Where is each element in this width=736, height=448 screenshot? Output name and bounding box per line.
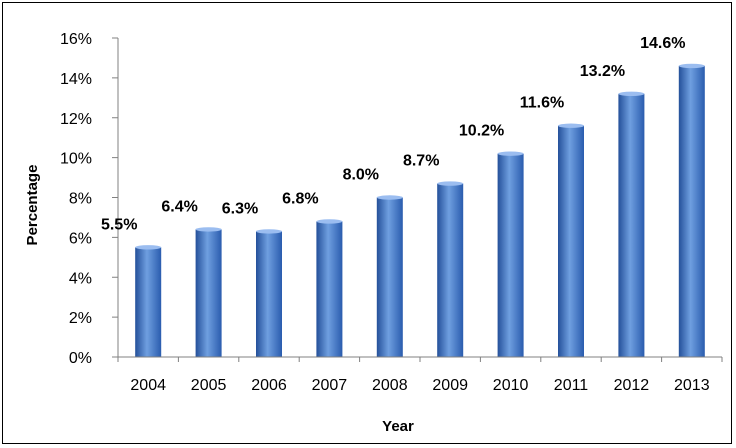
data-label: 8.0%: [343, 167, 379, 184]
data-label: 5.5%: [101, 216, 137, 233]
bar: [497, 151, 524, 357]
bar: [256, 229, 282, 357]
bar-body: [316, 221, 343, 357]
y-axis-ticks: 0% 2% 4% 6% 8% 10% 12% 14% 16%: [60, 31, 118, 367]
bar-body: [437, 183, 464, 357]
x-tick-label: 2013: [674, 377, 710, 394]
bar: [678, 63, 705, 357]
bars: [135, 63, 705, 357]
x-tick-label: 2009: [432, 377, 468, 394]
bar-body: [195, 229, 222, 357]
bar-body: [618, 93, 645, 357]
bar: [195, 227, 222, 357]
bar-body: [497, 153, 524, 357]
x-tick-label: 2008: [372, 377, 408, 394]
x-tick-label: 2006: [251, 377, 287, 394]
bar: [135, 245, 162, 357]
bar: [437, 181, 464, 357]
y-tick-label: 10%: [60, 151, 92, 168]
y-axis-title: Percentage: [24, 165, 41, 246]
bar: [618, 91, 645, 357]
bar-cap: [316, 219, 343, 224]
axes: [117, 38, 723, 362]
bar-cap: [497, 151, 524, 156]
bar-body: [256, 231, 282, 357]
chart-frame: [2, 2, 732, 444]
bar-cap: [376, 195, 403, 200]
y-tick-label: 2%: [69, 310, 92, 327]
data-label: 6.4%: [161, 198, 197, 215]
data-label: 8.7%: [403, 153, 439, 170]
y-tick-label: 6%: [69, 230, 92, 247]
x-axis-ticks: 2004 2005 2006 2007 2008 2009 2010 2011 2012 2013: [130, 377, 709, 394]
data-label: 13.2%: [580, 63, 625, 80]
x-tick-label: 2005: [191, 377, 227, 394]
bar-cap: [618, 91, 645, 97]
y-tick-label: 4%: [69, 270, 92, 287]
bar-cap: [678, 63, 705, 69]
y-tick-label: 14%: [60, 71, 92, 88]
y-tick-label: 0%: [69, 350, 92, 367]
bar-body: [558, 125, 584, 357]
bar-body: [376, 197, 403, 357]
y-tick-label: 12%: [60, 111, 92, 128]
data-label: 6.8%: [282, 190, 318, 207]
x-axis-title: Year: [382, 418, 414, 435]
data-label: 14.6%: [640, 35, 685, 52]
bar: [558, 123, 584, 357]
bar-cap: [256, 229, 282, 234]
bar-cap: [558, 123, 584, 128]
bar-cap: [437, 181, 464, 186]
data-label: 11.6%: [520, 95, 564, 112]
data-label: 10.2%: [459, 123, 504, 140]
y-tick-label: 16%: [60, 31, 92, 48]
y-tick-label: 8%: [69, 191, 92, 208]
bar-cap: [135, 245, 162, 250]
data-label: 6.3%: [222, 200, 258, 217]
x-tick-label: 2012: [614, 377, 650, 394]
data-labels: 5.5% 6.4% 6.3% 6.8% 8.0% 8.7% 10.2% 11.6% 13.2% 1…: [101, 35, 686, 233]
bar-cap: [195, 227, 222, 232]
x-tick-label: 2010: [493, 377, 529, 394]
bar-body: [135, 247, 162, 357]
bar-body: [678, 65, 705, 357]
x-tick-label: 2004: [130, 377, 166, 394]
x-tick-label: 2007: [312, 377, 348, 394]
bar: [376, 195, 403, 357]
bar: [316, 219, 343, 357]
x-tick-label: 2011: [554, 377, 589, 394]
